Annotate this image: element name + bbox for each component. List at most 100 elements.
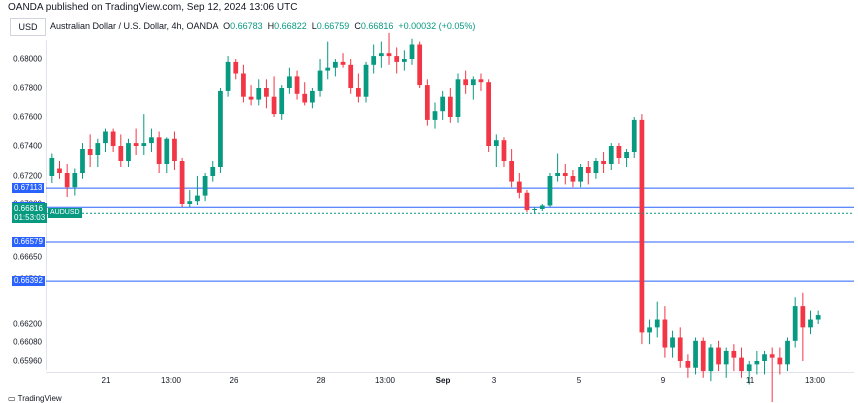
candle-body: [149, 137, 154, 144]
candle-body: [294, 76, 300, 94]
price-tick-label: 0.66080: [13, 337, 42, 347]
candle-body: [279, 88, 285, 115]
candle-body: [87, 149, 93, 155]
candle-body: [218, 90, 223, 167]
symbol-description: Australian Dollar / U.S. Dollar, 4h, OAN…: [50, 21, 219, 31]
candle-body: [417, 44, 423, 86]
time-tick-label: 21: [101, 376, 111, 385]
price-tick-label: 0.68000: [13, 54, 42, 64]
price-tick-label: 0.67800: [13, 83, 42, 93]
candle-body: [516, 181, 522, 193]
time-tick-label: 28: [316, 376, 326, 385]
candle-body: [333, 61, 338, 68]
candle-body: [340, 61, 346, 65]
ohlc-low-label: L: [311, 21, 317, 31]
candle-body: [685, 361, 691, 368]
tradingview-footer: ▭ TradingView: [8, 394, 62, 403]
candle-body: [110, 131, 116, 146]
candle-body: [631, 119, 637, 152]
candle-body: [762, 354, 767, 361]
candle-body: [233, 61, 239, 74]
candle-body: [562, 173, 568, 176]
symbol-legend: Australian Dollar / U.S. Dollar, 4h, OAN…: [50, 18, 475, 34]
price-tick-label: 0.67200: [13, 171, 42, 181]
candle-body: [777, 357, 783, 365]
candle-body: [302, 93, 308, 103]
last-price-tag: 0.66816 01:53:03: [12, 203, 48, 224]
time-tick-label: 13:00: [804, 376, 826, 385]
time-tick-label: 5: [576, 376, 582, 385]
candle-body: [524, 192, 530, 210]
time-tick-label: 13:00: [374, 376, 396, 385]
candle-body: [716, 347, 721, 365]
candle-body: [800, 306, 806, 328]
candle-body: [808, 319, 813, 328]
candle-body: [708, 347, 714, 372]
candle-body: [654, 319, 660, 328]
candle-body: [470, 79, 476, 86]
ohlc-open-label: O: [223, 21, 231, 31]
currency-badge[interactable]: USD: [10, 18, 46, 36]
candle-body: [700, 340, 706, 372]
candle-body: [264, 88, 269, 97]
candle-body: [785, 340, 790, 365]
symbol-tag: AUDUSD: [48, 208, 82, 219]
ohlc-close: 0.66816: [360, 21, 394, 31]
level-price-label: 0.67113: [12, 183, 45, 194]
candle-body: [225, 61, 231, 91]
candle-body: [555, 173, 560, 176]
price-tick-label: 0.67600: [13, 112, 42, 122]
candle-body: [195, 195, 200, 202]
ohlc-close-label: C: [354, 21, 361, 31]
candle-body: [792, 306, 798, 341]
candle-body: [248, 96, 254, 100]
candle-body: [585, 167, 591, 173]
published-header: OANDA published on TradingView.com, Sep …: [8, 2, 298, 13]
time-axis-line: [46, 372, 854, 373]
candle-body: [440, 96, 446, 112]
candle-body: [486, 82, 492, 146]
candle-body: [156, 137, 162, 164]
price-tick-label: 0.66200: [13, 319, 42, 329]
time-tick-label: 26: [229, 376, 239, 385]
candle-body: [677, 337, 683, 361]
candle-body: [670, 337, 675, 348]
tradingview-logo-icon: ▭: [8, 394, 16, 403]
candle-body: [164, 138, 170, 164]
candle-body: [271, 96, 277, 115]
candle-body: [363, 64, 369, 97]
price-tick-label: 0.65960: [13, 356, 42, 366]
candle-body: [118, 146, 124, 161]
candle-body: [662, 319, 668, 348]
candle-body: [57, 168, 62, 173]
time-tick-label: Sep: [435, 376, 451, 385]
candle-body: [325, 67, 331, 71]
candle-body: [478, 79, 484, 83]
candle-body: [126, 143, 131, 161]
candle-body: [72, 173, 78, 188]
candle-body: [578, 167, 583, 182]
candle-body: [424, 85, 430, 120]
bar-countdown: 01:53:03: [14, 213, 46, 223]
candle-body: [723, 350, 729, 365]
candle-body: [49, 158, 55, 176]
candle-body: [172, 138, 177, 161]
time-tick-label: 9: [660, 376, 666, 385]
candle-body: [317, 70, 323, 91]
candle-body: [64, 173, 70, 188]
last-price-value: 0.66816: [14, 204, 43, 214]
candle-body: [394, 56, 400, 62]
candle-body: [547, 176, 553, 206]
candle-body: [432, 111, 438, 120]
candle-body: [241, 73, 246, 97]
candle-body: [693, 340, 698, 368]
candle-body: [378, 53, 384, 57]
ohlc-low: 0.66759: [316, 21, 350, 31]
candle-body: [202, 176, 208, 196]
candle-body: [287, 76, 292, 88]
ohlc-change: +0.00032 (+0.05%): [398, 21, 476, 31]
candle-body: [386, 53, 392, 57]
ohlc-high: 0.66822: [274, 21, 307, 31]
time-tick-label: 11: [745, 376, 755, 385]
